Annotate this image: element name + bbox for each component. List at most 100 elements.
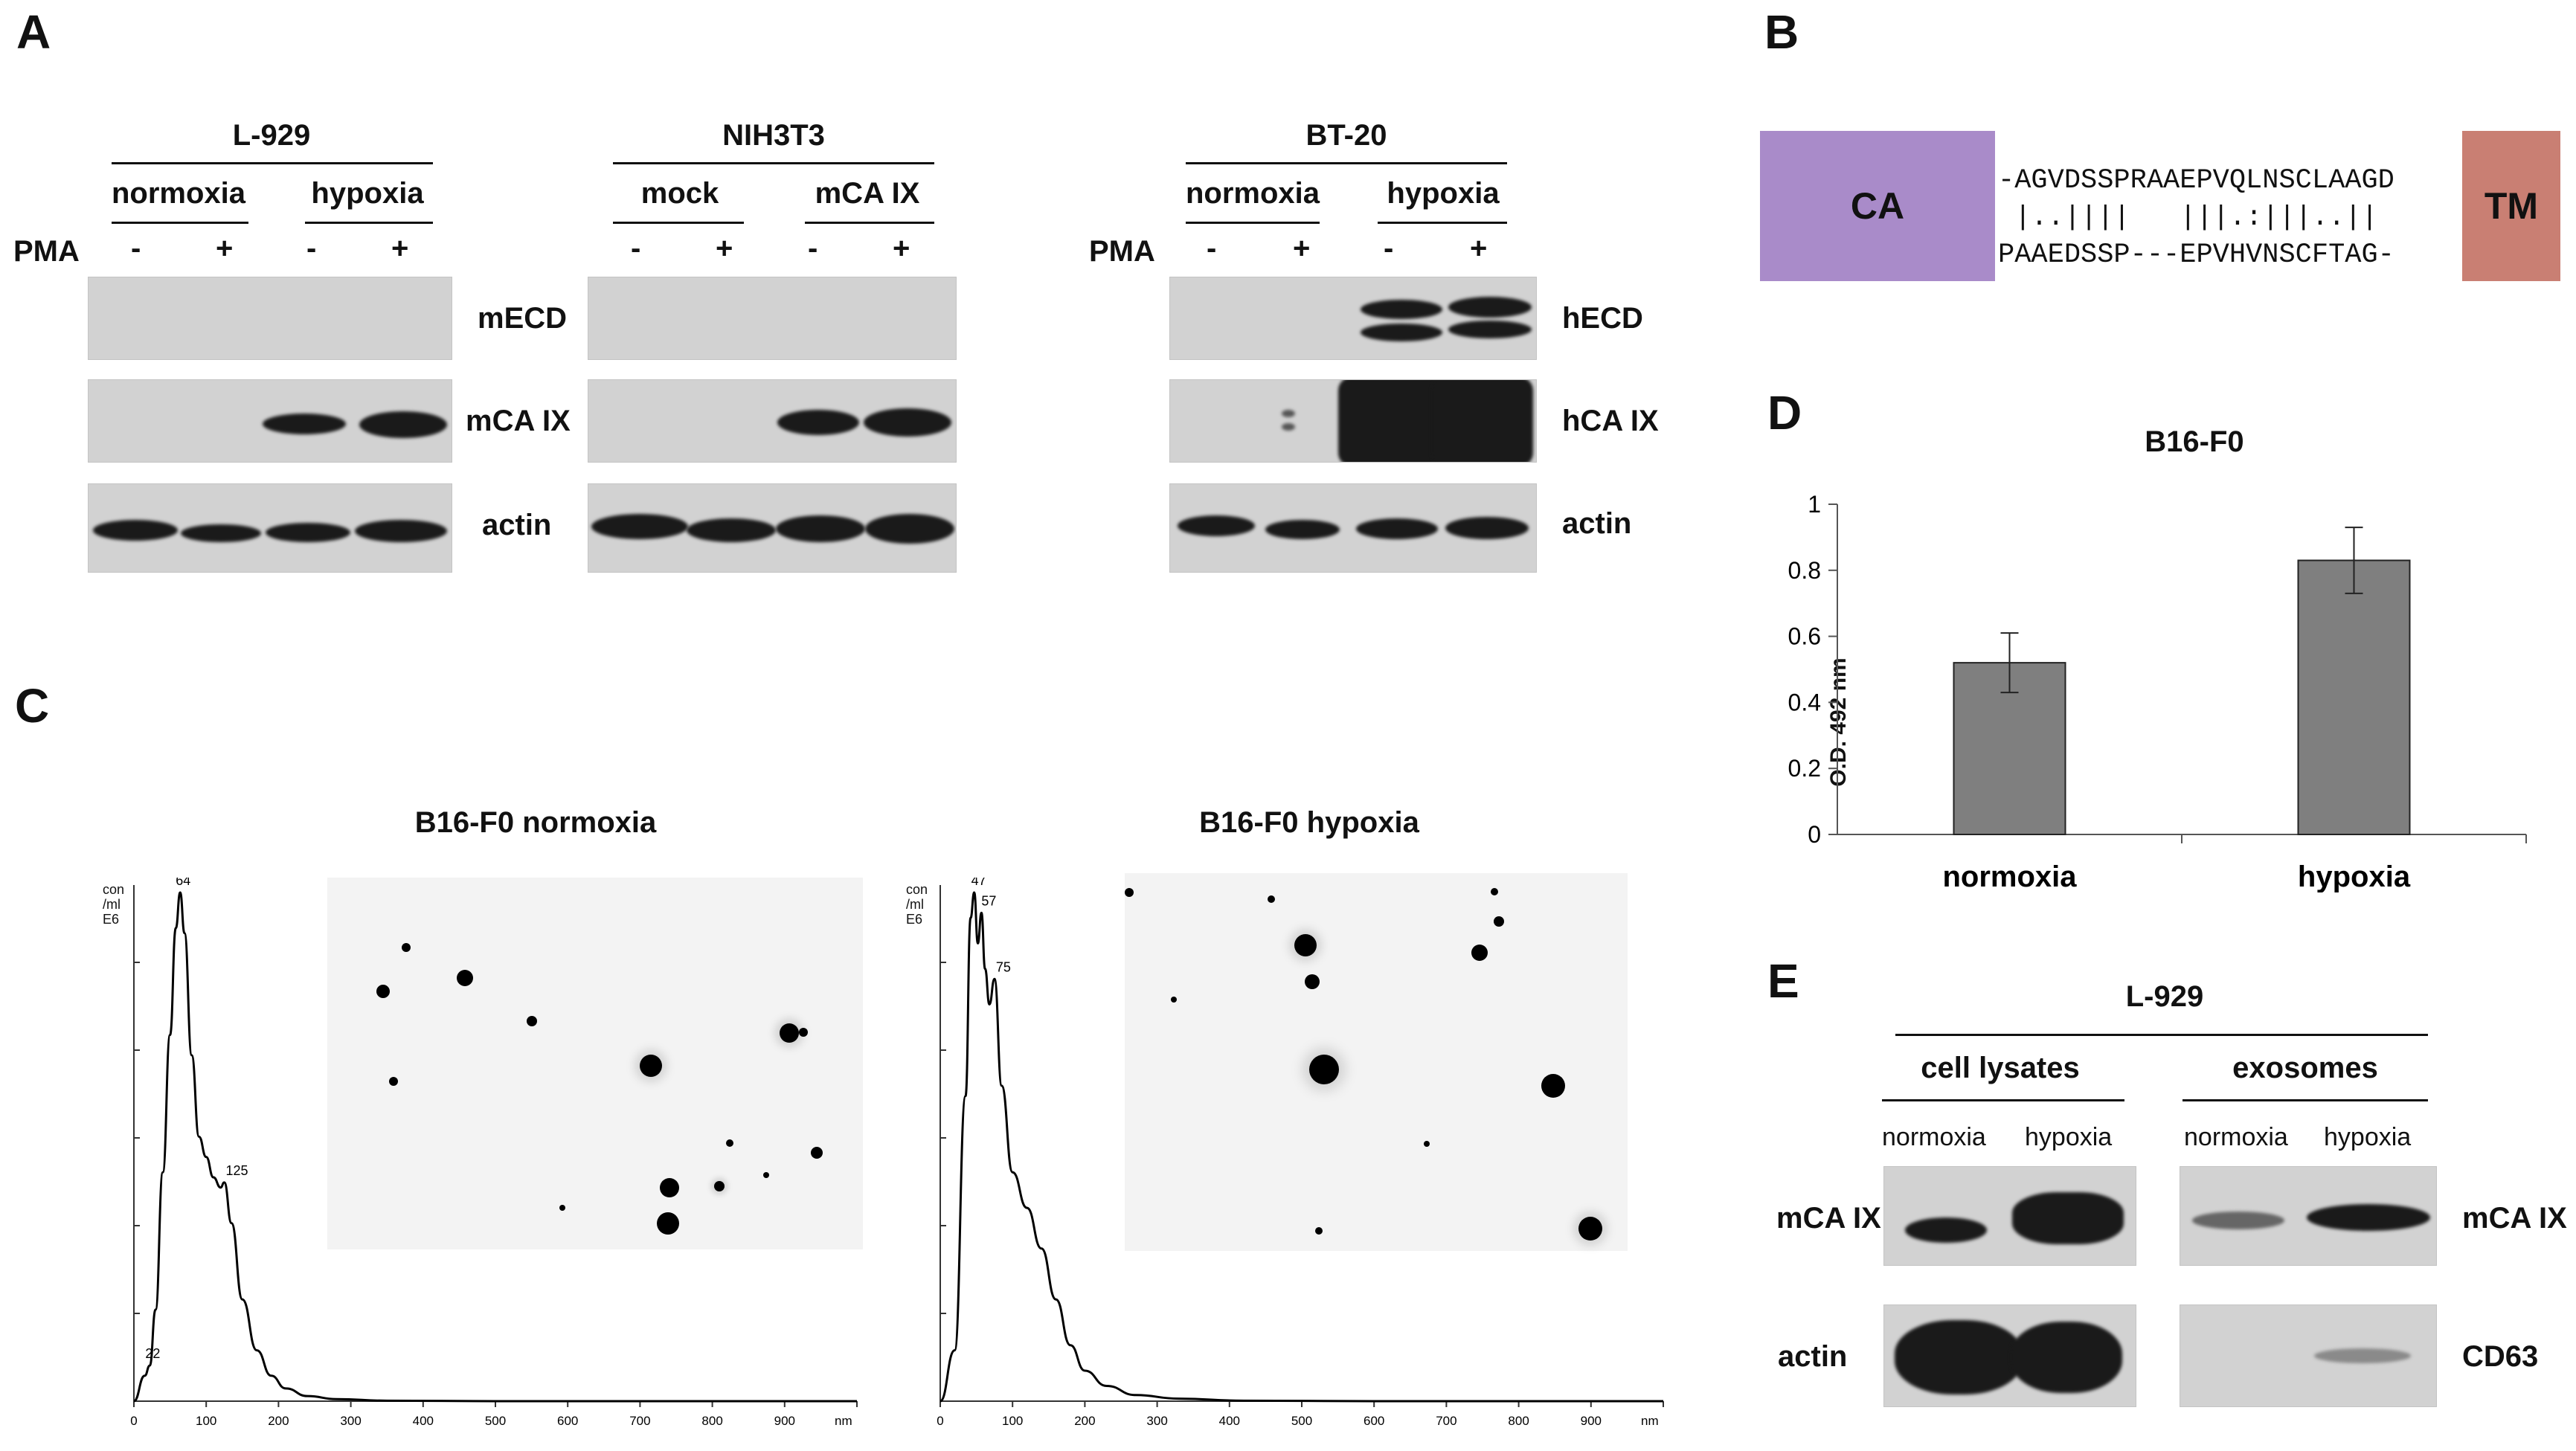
pma-plus: + <box>716 232 733 265</box>
x-unit-label: nm <box>1641 1414 1659 1428</box>
band <box>1432 380 1533 462</box>
band <box>2307 1204 2430 1231</box>
band <box>359 411 447 438</box>
particle <box>1491 888 1498 895</box>
peak-label: 64 <box>176 878 190 888</box>
band <box>1282 423 1295 431</box>
band <box>1448 321 1532 338</box>
label-actin: actin <box>1562 507 1632 540</box>
pma-minus: - <box>1207 232 1217 265</box>
particle <box>457 970 473 986</box>
band <box>1905 1217 1987 1243</box>
band <box>2012 1192 2124 1244</box>
x-tick-label: 400 <box>1219 1414 1240 1428</box>
band <box>1448 297 1532 318</box>
e-cond-normoxia: normoxia <box>1882 1123 1986 1151</box>
y-tick-label: 1 <box>1808 491 1821 518</box>
peak-label: 57 <box>981 893 996 908</box>
l929-title: L-929 <box>232 119 311 152</box>
x-tick-label: 900 <box>774 1414 795 1428</box>
band <box>865 514 954 544</box>
x-tick-label: 700 <box>629 1414 650 1428</box>
ylabel-line: /ml <box>906 897 924 912</box>
bt20-hypoxia-underline <box>1378 222 1507 224</box>
particle <box>1494 916 1504 927</box>
peak-label: 125 <box>226 1163 248 1178</box>
particle <box>559 1205 565 1211</box>
particle <box>402 943 411 952</box>
nta-left-micrograph <box>327 878 863 1249</box>
x-tick-label: 100 <box>1002 1414 1023 1428</box>
band <box>266 523 350 542</box>
particle <box>799 1028 808 1037</box>
band <box>1356 518 1438 539</box>
x-tick-label: 500 <box>1291 1414 1312 1428</box>
particle <box>714 1181 725 1191</box>
cell-lysates-underline <box>1882 1099 2124 1101</box>
blot-l929-actin <box>88 483 452 573</box>
particle <box>640 1055 662 1077</box>
pma-plus: + <box>216 232 234 265</box>
x-tick-label: 0 <box>937 1414 943 1428</box>
bt20-divider <box>1186 162 1507 164</box>
tm-domain-label: TM <box>2484 185 2539 227</box>
label-e-mcaix-right: mCA IX <box>2462 1202 2567 1235</box>
ylabel-line: con <box>906 882 928 897</box>
x-tick-label: 400 <box>413 1414 434 1428</box>
nta-left-ylabel: con /ml E6 <box>103 882 124 927</box>
nih3t3-mcaix-underline <box>805 222 934 224</box>
x-tick-label: 800 <box>701 1414 722 1428</box>
ylabel-line: E6 <box>103 912 120 927</box>
y-tick-label: 0.2 <box>1788 755 1821 782</box>
band <box>1361 324 1442 341</box>
nta-right-ylabel: con /ml E6 <box>906 882 928 927</box>
band <box>591 514 688 539</box>
blot-l929-mecd <box>88 277 452 360</box>
x-category-label: hypoxia <box>2298 860 2411 892</box>
ca-domain-box <box>1760 131 1995 281</box>
blot-bt20-hecd <box>1169 277 1537 360</box>
exosomes-underline <box>2182 1099 2428 1101</box>
nih3t3-cond-mcaix: mCA IX <box>815 177 920 210</box>
group-exosomes: exosomes <box>2232 1052 2378 1084</box>
band <box>93 520 178 541</box>
panel-e-divider <box>1895 1034 2428 1036</box>
band <box>1338 380 1448 462</box>
band <box>777 410 859 435</box>
pma-minus: - <box>808 232 818 265</box>
l929-cond-hypoxia: hypoxia <box>311 177 424 210</box>
l929-hypoxia-underline <box>305 222 433 224</box>
label-actin: actin <box>482 509 552 541</box>
tm-domain-box <box>2462 131 2560 281</box>
group-cell-lysates: cell lysates <box>1921 1052 2080 1084</box>
ylabel-line: /ml <box>103 897 121 912</box>
band <box>181 524 261 542</box>
panel-letter-d: D <box>1767 386 1802 440</box>
label-mcaix: mCA IX <box>466 405 571 437</box>
l929-cond-normoxia: normoxia <box>111 177 246 210</box>
band <box>1895 1320 2023 1394</box>
blot-e-lysate-actin <box>1883 1304 2136 1407</box>
y-tick-label: 0.8 <box>1788 557 1821 584</box>
l929-exo-title: L-929 <box>2125 980 2204 1013</box>
panel-letter-b: B <box>1764 5 1799 59</box>
band <box>864 408 951 437</box>
particle <box>811 1147 823 1159</box>
ylabel-line: con <box>103 882 125 897</box>
pma-minus: - <box>1384 232 1394 265</box>
x-tick-label: 300 <box>340 1414 361 1428</box>
pma-label-right: PMA <box>1089 235 1155 268</box>
particle <box>1315 1227 1323 1235</box>
particle <box>660 1178 679 1197</box>
pma-minus: - <box>631 232 641 265</box>
band <box>355 520 447 542</box>
particle <box>376 985 390 998</box>
particle <box>1171 997 1177 1003</box>
x-unit-label: nm <box>835 1414 852 1428</box>
nih3t3-title: NIH3T3 <box>722 119 825 152</box>
chart-d-title: B16-F0 <box>2145 425 2244 458</box>
chart-d-svg: 0 0.2 0.4 0.6 0.8 1 normoxia hypoxia <box>1788 491 2527 892</box>
pma-plus: + <box>391 232 409 265</box>
panel-letter-c: C <box>15 679 50 733</box>
nih3t3-cond-mock: mock <box>640 177 719 210</box>
